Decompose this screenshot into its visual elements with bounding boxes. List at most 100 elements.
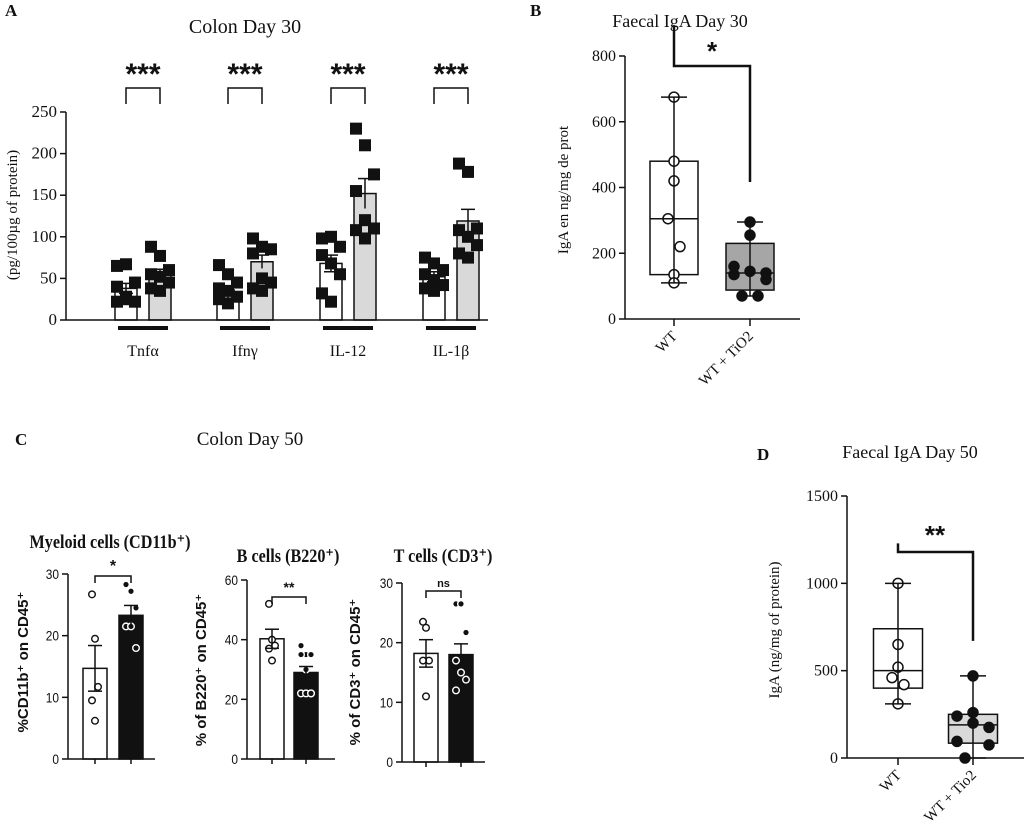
- chart-C3: [413, 590, 474, 763]
- y-tick-label: 100: [32, 227, 58, 246]
- data-point: [983, 721, 995, 734]
- y-tick-label: 10: [380, 694, 393, 710]
- significance-label: ns: [437, 578, 450, 590]
- x-tick-label: Ifnγ: [232, 343, 258, 360]
- y-tick-label: 20: [380, 635, 393, 651]
- significance-label: **: [925, 520, 946, 550]
- y-tick-label: 30: [380, 575, 393, 591]
- data-point: [422, 623, 431, 632]
- data-point: [462, 251, 474, 264]
- significance-label: ***: [330, 58, 365, 91]
- y-axis-label: %CD11b⁺ on CD45⁺: [15, 592, 32, 733]
- data-point: [462, 165, 474, 178]
- data-point: [334, 268, 346, 281]
- y-axis-label: (pg/100µg of protein): [5, 150, 21, 280]
- significance-bracket: [271, 596, 307, 604]
- data-point: [457, 599, 466, 608]
- x-tick-label: WT + TiO2: [696, 329, 757, 390]
- group-underline: [220, 326, 270, 330]
- group-underline: [118, 326, 168, 330]
- data-point: [145, 240, 157, 253]
- data-point: [121, 580, 130, 589]
- data-point: [120, 258, 132, 271]
- y-tick-label: 20: [46, 628, 59, 644]
- y-tick-label: 50: [40, 268, 57, 287]
- data-point: [154, 249, 166, 262]
- chart-title: Colon Day 30: [189, 16, 301, 38]
- chart-title: Faecal IgA Day 30: [612, 11, 747, 31]
- y-tick-label: 200: [592, 245, 616, 262]
- y-tick-label: 1500: [806, 488, 838, 505]
- y-tick-label: 40: [225, 632, 238, 648]
- data-point: [297, 641, 306, 650]
- significance-label: **: [284, 579, 295, 595]
- chart-D: [872, 543, 999, 764]
- data-point: [297, 650, 306, 659]
- data-point: [359, 232, 371, 245]
- data-point: [462, 675, 471, 684]
- x-tick-label: IL-1β: [433, 343, 470, 360]
- data-point: [307, 689, 316, 698]
- data-point: [325, 295, 337, 308]
- data-point: [983, 739, 995, 751]
- data-point: [325, 230, 337, 243]
- chart-title: Myeloid cells (CD11b⁺): [30, 531, 191, 553]
- y-axis-label: % of B220⁺ on CD45⁺: [193, 594, 210, 747]
- data-point: [368, 222, 380, 235]
- data-point: [213, 259, 225, 272]
- y-tick-label: 250: [32, 102, 58, 121]
- chart-title: Faecal IgA Day 50: [842, 442, 977, 462]
- group-underline: [426, 326, 476, 330]
- data-point: [951, 735, 963, 748]
- panel-label: A: [5, 1, 18, 20]
- data-point: [87, 590, 96, 599]
- data-point: [422, 692, 431, 701]
- y-tick-label: 0: [231, 751, 238, 767]
- x-tick-label: WT + Tio2: [921, 768, 979, 826]
- data-point: [131, 603, 140, 612]
- y-axis-label: % of CD3⁺ on CD45⁺: [347, 599, 364, 746]
- data-point: [307, 650, 316, 659]
- chart-A: [111, 87, 483, 330]
- data-point: [452, 656, 461, 665]
- significance-label: *: [707, 36, 718, 66]
- y-tick-label: 60: [225, 572, 238, 588]
- data-point: [131, 644, 140, 653]
- significance-bracket: [896, 543, 975, 641]
- data-point: [437, 264, 449, 277]
- data-point: [265, 243, 277, 256]
- significance-bracket: [125, 87, 161, 104]
- y-tick-label: 150: [32, 185, 58, 204]
- y-tick-label: 1000: [806, 575, 838, 592]
- significance-label: ***: [227, 58, 262, 91]
- significance-label: *: [110, 558, 117, 575]
- bar: [293, 671, 319, 760]
- chart-B: [649, 25, 775, 302]
- y-tick-label: 500: [814, 663, 838, 680]
- data-point: [728, 268, 740, 281]
- significance-bracket: [425, 590, 462, 598]
- data-point: [350, 122, 362, 135]
- bar: [413, 652, 439, 763]
- y-tick-label: 600: [592, 114, 616, 131]
- y-tick-label: 30: [46, 566, 59, 582]
- y-tick-label: 20: [225, 691, 238, 707]
- y-tick-label: 0: [386, 754, 393, 770]
- data-point: [674, 240, 686, 253]
- y-tick-label: 0: [830, 750, 838, 767]
- chart-title: T cells (CD3⁺): [394, 545, 493, 567]
- significance-bracket: [330, 87, 366, 104]
- data-point: [90, 716, 99, 725]
- x-tick-label: Tnfα: [127, 343, 159, 360]
- significance-bracket: [672, 25, 752, 183]
- data-point: [951, 710, 963, 722]
- chart-C2: [259, 596, 319, 760]
- significance-bracket: [433, 87, 469, 104]
- data-point: [359, 139, 371, 152]
- data-point: [154, 284, 166, 297]
- data-point: [452, 686, 461, 695]
- data-point: [471, 239, 483, 252]
- x-tick-label: WT: [653, 329, 681, 357]
